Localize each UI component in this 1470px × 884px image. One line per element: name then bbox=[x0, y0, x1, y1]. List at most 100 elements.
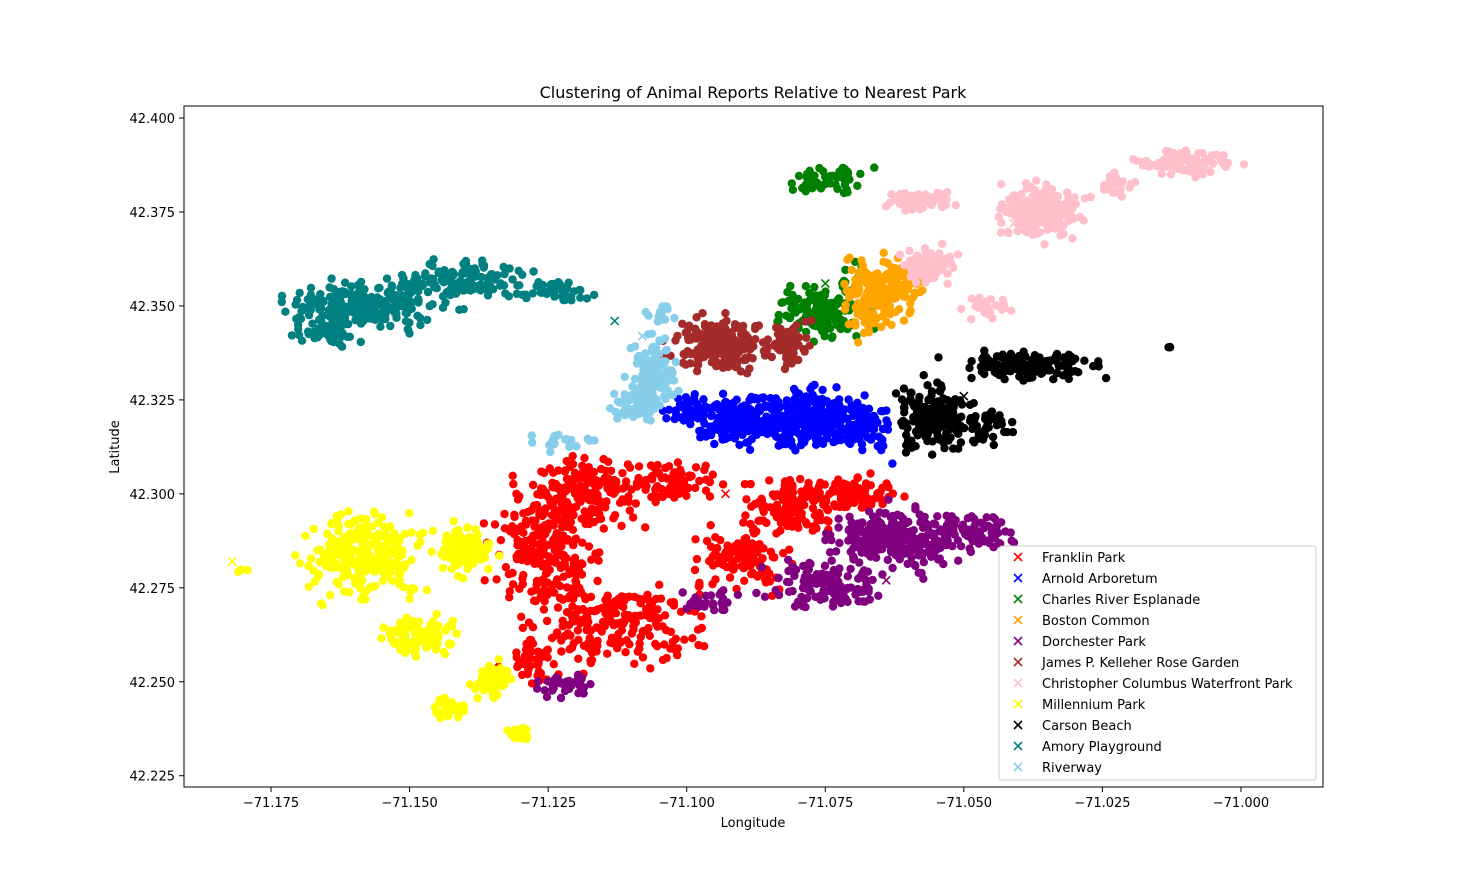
data-point bbox=[571, 584, 580, 593]
data-point bbox=[527, 506, 536, 515]
data-point bbox=[442, 288, 451, 297]
data-point bbox=[816, 478, 825, 487]
data-point bbox=[989, 440, 998, 450]
data-point bbox=[673, 458, 683, 467]
data-point bbox=[669, 376, 679, 385]
data-point bbox=[416, 320, 425, 330]
data-point bbox=[653, 642, 662, 651]
data-point bbox=[991, 362, 1000, 371]
data-point bbox=[694, 640, 703, 650]
data-point bbox=[334, 325, 343, 334]
data-point bbox=[653, 605, 662, 614]
data-point bbox=[584, 478, 593, 487]
data-point bbox=[686, 419, 695, 429]
data-point bbox=[858, 536, 867, 545]
data-point bbox=[604, 474, 614, 484]
data-point bbox=[597, 498, 607, 508]
data-point bbox=[315, 558, 324, 567]
data-point bbox=[837, 171, 846, 180]
data-point bbox=[815, 511, 825, 520]
data-point bbox=[445, 639, 454, 648]
data-point bbox=[933, 512, 942, 521]
data-point bbox=[501, 563, 511, 572]
x-tick-label: −71.125 bbox=[520, 796, 576, 811]
data-point bbox=[523, 557, 532, 566]
data-point bbox=[988, 432, 998, 442]
data-point bbox=[478, 256, 487, 265]
data-point bbox=[948, 542, 957, 551]
data-point bbox=[605, 612, 615, 621]
data-point bbox=[640, 399, 649, 409]
data-point bbox=[1164, 343, 1173, 352]
data-point bbox=[488, 689, 498, 698]
data-point bbox=[549, 535, 558, 544]
data-point bbox=[340, 320, 350, 329]
data-point bbox=[565, 591, 575, 601]
data-point bbox=[778, 436, 787, 445]
data-point bbox=[557, 647, 566, 656]
data-point bbox=[682, 328, 692, 337]
data-point bbox=[817, 407, 826, 416]
data-point bbox=[982, 513, 991, 522]
data-point bbox=[515, 492, 524, 501]
data-point bbox=[901, 448, 911, 457]
data-point bbox=[654, 312, 663, 321]
data-point bbox=[1002, 427, 1012, 437]
data-point bbox=[638, 358, 647, 367]
data-point bbox=[555, 593, 565, 603]
data-point bbox=[982, 536, 992, 546]
data-point bbox=[999, 352, 1009, 362]
data-point bbox=[661, 346, 671, 355]
data-point bbox=[590, 436, 599, 445]
data-point bbox=[692, 554, 702, 564]
data-point bbox=[777, 298, 786, 307]
data-point bbox=[527, 587, 536, 596]
data-point bbox=[328, 298, 338, 307]
data-point bbox=[508, 522, 517, 531]
data-point bbox=[542, 569, 552, 578]
data-point bbox=[448, 271, 457, 281]
data-point bbox=[551, 479, 560, 489]
data-point bbox=[742, 495, 751, 504]
data-point bbox=[503, 726, 512, 735]
data-point bbox=[681, 393, 691, 402]
data-point bbox=[803, 308, 813, 317]
data-point bbox=[563, 484, 573, 493]
data-point bbox=[544, 558, 553, 567]
data-point bbox=[494, 655, 503, 664]
data-point bbox=[371, 315, 380, 324]
data-point bbox=[765, 476, 774, 485]
data-point bbox=[460, 285, 470, 295]
data-point bbox=[648, 471, 657, 481]
data-point bbox=[519, 528, 528, 537]
data-point bbox=[664, 405, 674, 414]
data-point bbox=[480, 576, 489, 585]
data-point bbox=[812, 524, 821, 533]
data-point bbox=[361, 595, 370, 604]
data-point bbox=[508, 471, 517, 480]
data-point bbox=[313, 546, 322, 555]
data-point bbox=[906, 202, 915, 211]
data-point bbox=[667, 366, 676, 375]
data-point bbox=[737, 402, 746, 412]
series-arnold-arboretum bbox=[658, 380, 897, 468]
data-point bbox=[870, 281, 879, 290]
data-point bbox=[919, 558, 928, 567]
data-point bbox=[1040, 194, 1049, 203]
data-point bbox=[760, 419, 770, 428]
data-point bbox=[851, 321, 860, 330]
data-point bbox=[582, 625, 591, 635]
data-point bbox=[335, 340, 345, 349]
data-point bbox=[791, 446, 800, 455]
y-tick-label: 42.250 bbox=[130, 676, 176, 691]
data-point bbox=[1002, 207, 1011, 217]
data-point bbox=[857, 503, 866, 512]
data-point bbox=[1044, 366, 1053, 375]
data-point bbox=[343, 332, 352, 341]
data-point bbox=[865, 547, 874, 556]
data-point bbox=[386, 321, 395, 331]
x-tick-label: −71.175 bbox=[243, 796, 299, 811]
data-point bbox=[825, 324, 835, 333]
data-point bbox=[831, 436, 840, 446]
y-tick-label: 42.375 bbox=[130, 206, 176, 221]
